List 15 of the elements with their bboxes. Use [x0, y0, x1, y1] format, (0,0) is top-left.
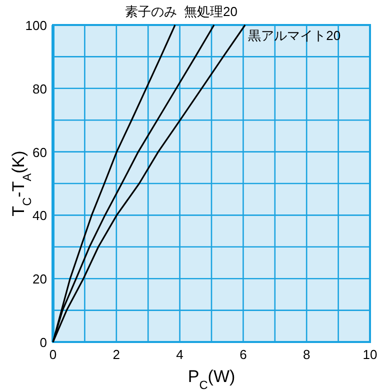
x-tick-label: 2	[112, 347, 120, 362]
series-label: 素子のみ	[125, 4, 178, 19]
x-tick-label: 6	[240, 347, 247, 362]
x-tick-label: 0	[49, 347, 57, 362]
y-tick-label: 60	[32, 144, 47, 160]
x-axis-title: P$_{C}$(W)	[188, 367, 236, 391]
series-label: 無処理20	[184, 4, 238, 19]
y-tick-label: 100	[25, 18, 47, 33]
y-tick-label: 40	[32, 208, 47, 224]
y-tick-label: 80	[32, 81, 47, 96]
x-tick-label: 4	[176, 347, 184, 362]
y-tick-label: 0	[40, 335, 47, 350]
x-tick-label: 8	[302, 347, 310, 362]
y-tick-label: 20	[32, 272, 47, 287]
x-tick-label: 10	[362, 347, 378, 362]
